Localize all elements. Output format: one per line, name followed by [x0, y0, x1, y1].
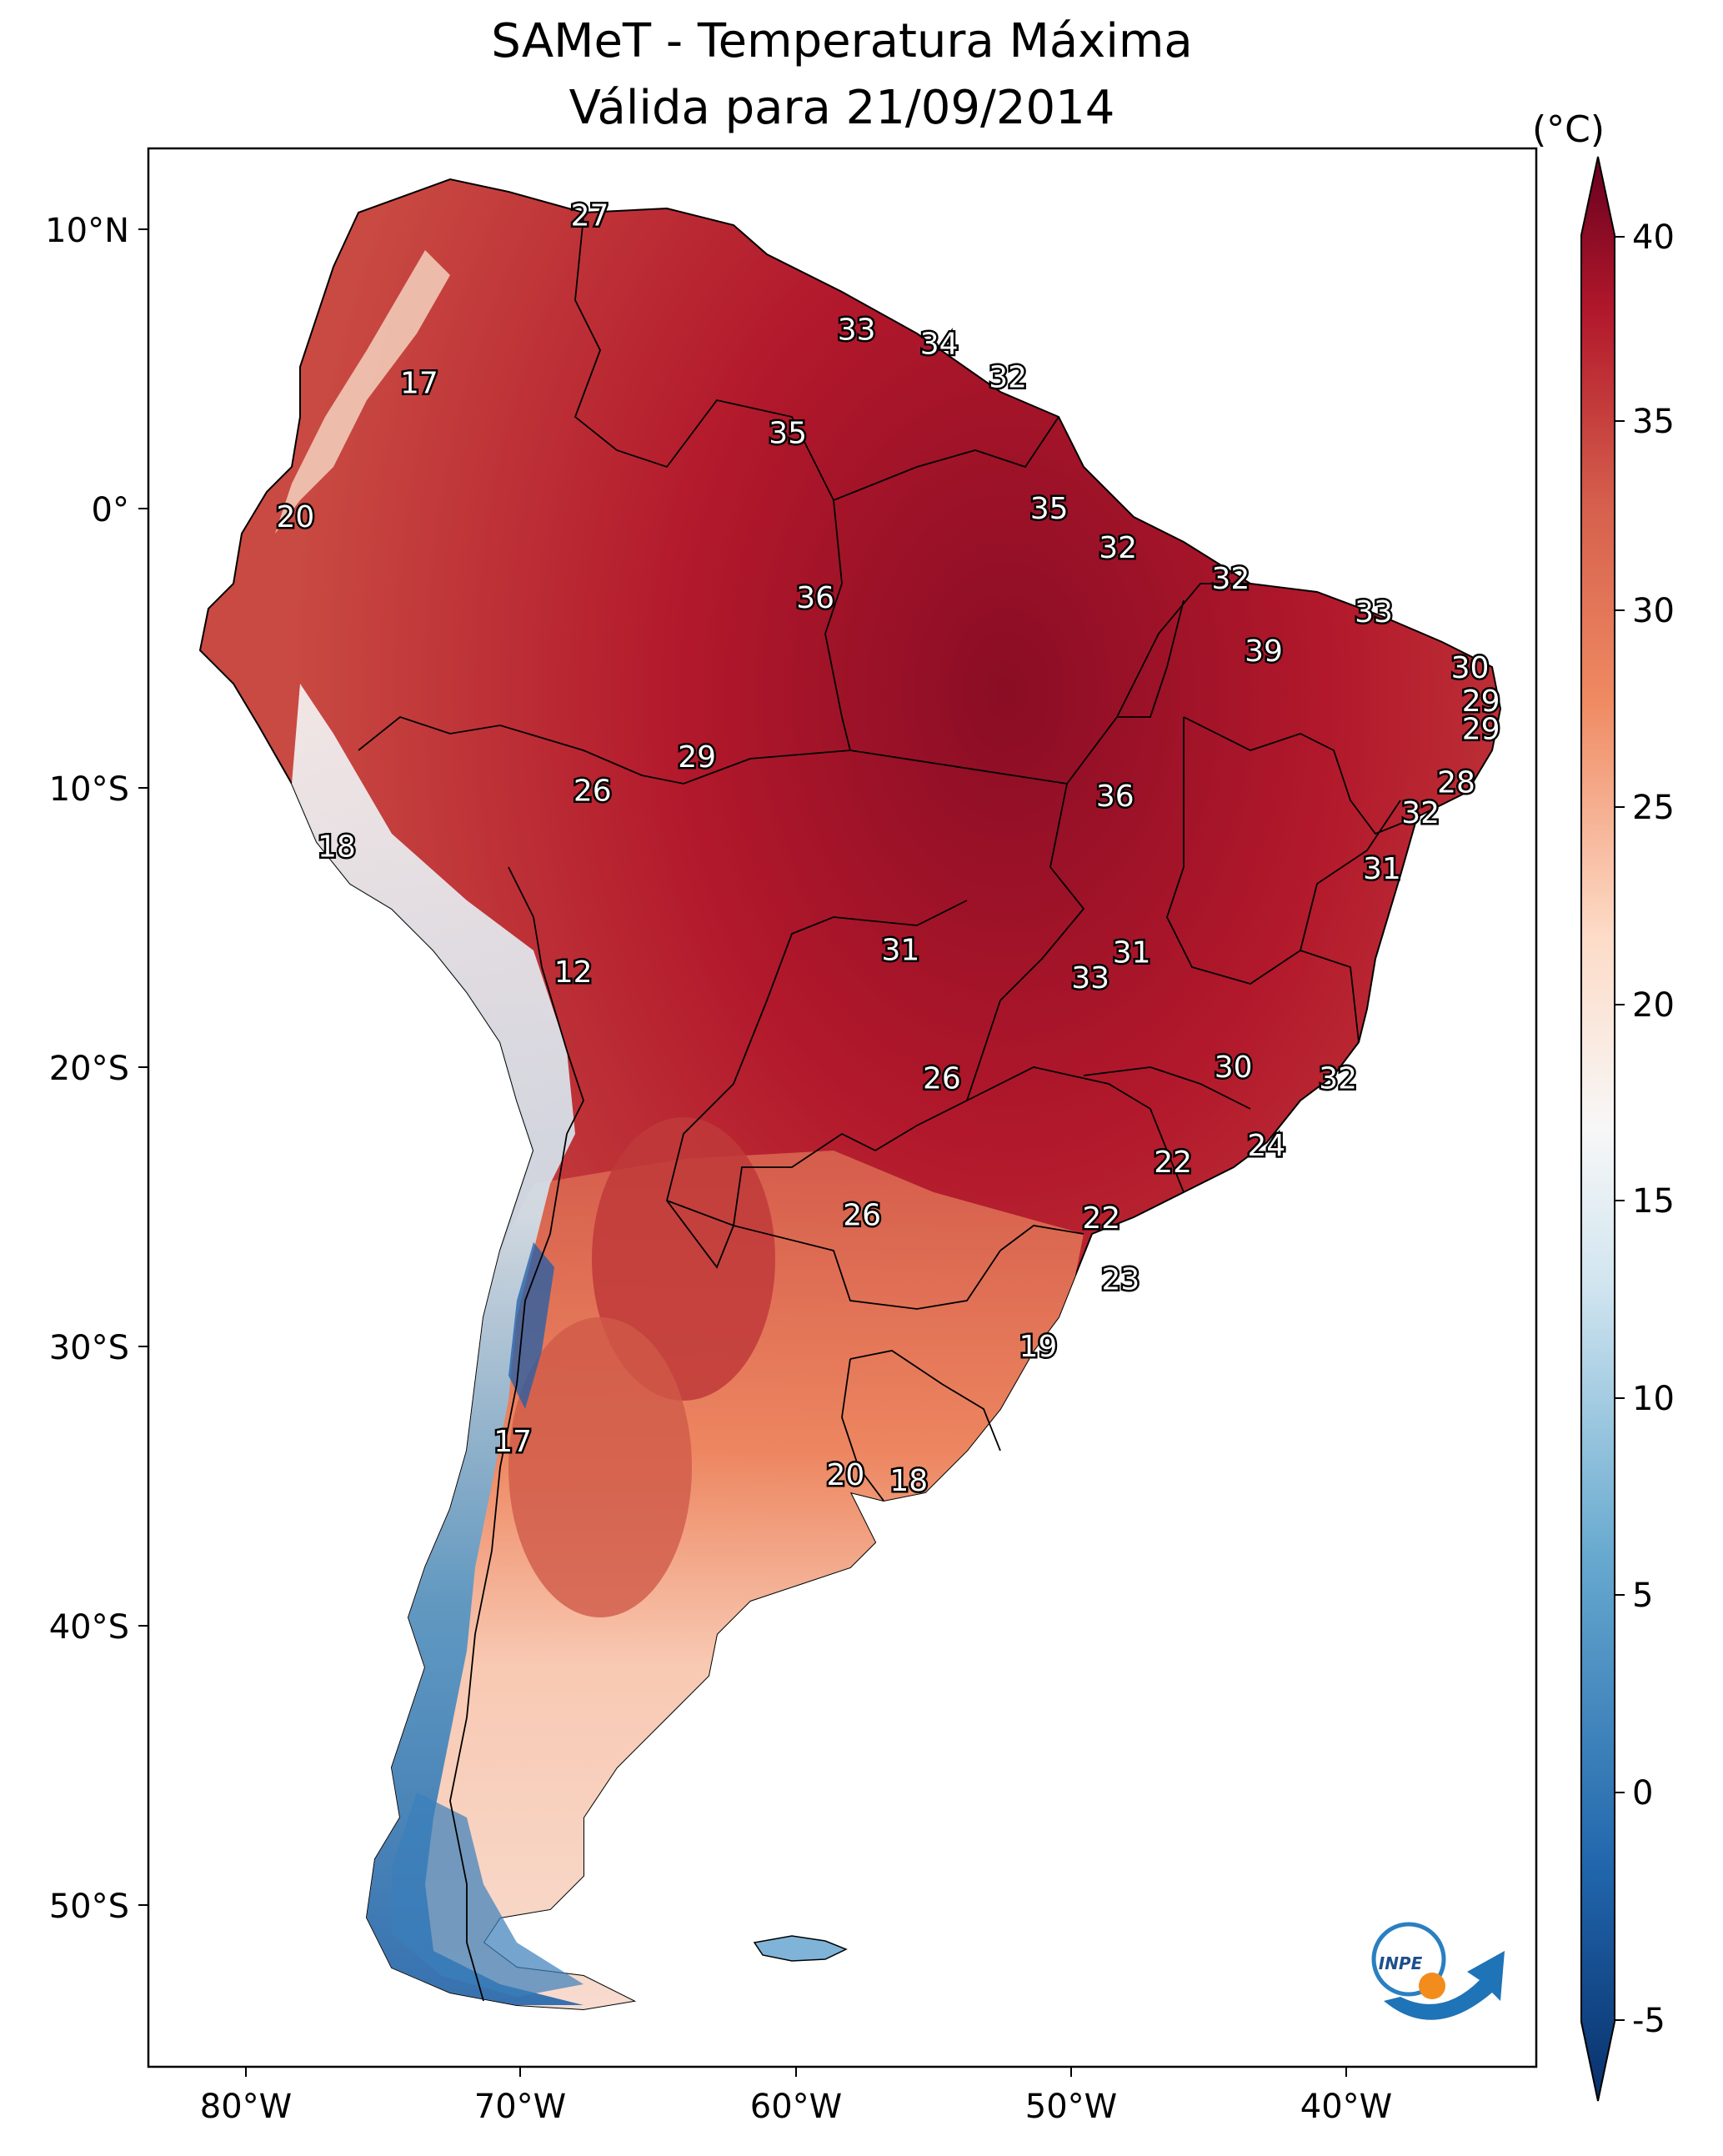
map-title-line2: Válida para 21/09/2014 [568, 81, 1115, 135]
station-temp-label: 32 [989, 361, 1027, 395]
station-temp-label: 33 [1071, 961, 1109, 995]
station-temp-label: 26 [923, 1061, 961, 1096]
map-title-line1: SAMeT - Temperatura Máxima [491, 14, 1193, 68]
colorbar-tick-label: -5 [1632, 2002, 1665, 2040]
colorbar-tick-label: 30 [1632, 592, 1675, 630]
station-temp-label: 32 [1211, 562, 1250, 596]
chaco-hot-zone [592, 1117, 775, 1401]
station-temp-label: 22 [1154, 1146, 1192, 1180]
colorbar: 40 35 30 25 20 15 10 5 0 -5 [1580, 156, 1675, 2102]
station-temp-label: 31 [1363, 852, 1401, 886]
x-tick-label: 40°W [1300, 2088, 1392, 2126]
station-temp-label: 39 [1245, 634, 1283, 669]
station-temp-label: 20 [276, 500, 314, 534]
station-temp-label: 26 [843, 1199, 881, 1233]
station-temp-label: 35 [1030, 492, 1069, 526]
northern-andes-cool [275, 250, 450, 534]
x-axis-labels: 80°W 70°W 60°W 50°W 40°W [200, 2088, 1392, 2126]
station-temp-label: 30 [1451, 651, 1490, 685]
land-layer [198, 178, 1502, 2011]
colorbar-tick-label: 10 [1632, 1380, 1675, 1418]
station-temp-label: 28 [1437, 765, 1475, 800]
patagonia-cold [392, 1792, 584, 1997]
station-temp-label: 26 [573, 774, 612, 808]
x-tick-label: 50°W [1025, 2088, 1117, 2126]
y-tick-label: 20°S [49, 1050, 129, 1088]
station-temp-label: 36 [1096, 780, 1134, 814]
station-temp-label: 29 [1462, 713, 1500, 747]
x-tick-label: 60°W [750, 2088, 842, 2126]
colorbar-unit: (°C) [1532, 108, 1605, 151]
x-tick-label: 80°W [200, 2088, 292, 2126]
colorbar-tick-label: 25 [1632, 789, 1675, 827]
station-temp-label: 17 [493, 1425, 532, 1459]
y-tick-label: 10°S [49, 770, 129, 809]
station-temp-label: 23 [1101, 1263, 1139, 1297]
station-temp-label: 17 [400, 366, 438, 400]
colorbar-tick-label: 20 [1632, 986, 1675, 1025]
colorbar-tick-label: 15 [1632, 1182, 1675, 1221]
station-temp-label: 12 [554, 955, 593, 990]
pampas-warm-zone [508, 1317, 692, 1617]
inpe-logo: INPE [1371, 1922, 1505, 2020]
station-temp-label: 22 [1082, 1201, 1120, 1236]
andes-cold-strip [292, 684, 584, 2005]
andes-deep-cold [508, 1242, 554, 1409]
y-tick-label: 30°S [49, 1329, 129, 1367]
station-temp-label: 19 [1019, 1330, 1057, 1364]
station-temp-label: 30 [1215, 1050, 1253, 1085]
x-axis-ticks [245, 2067, 1347, 2077]
y-tick-label: 0° [92, 491, 129, 529]
y-tick-label: 40°S [49, 1608, 129, 1647]
colorbar-ticks [1615, 236, 1625, 2021]
station-temp-label: 32 [1319, 1061, 1357, 1096]
colorbar-tick-label: 35 [1632, 403, 1675, 441]
station-temp-label: 36 [796, 581, 834, 615]
station-temp-label: 24 [1247, 1129, 1285, 1163]
station-temp-label: 31 [881, 933, 919, 967]
y-tick-label: 50°S [49, 1888, 129, 1926]
colorbar-tick-label: 40 [1632, 218, 1675, 257]
colorbar-body [1580, 156, 1615, 2102]
station-temp-label: 29 [1462, 684, 1500, 719]
country-borders [358, 216, 1418, 2002]
colorbar-tick-label: 0 [1632, 1774, 1653, 1813]
colorbar-tick-label: 5 [1632, 1577, 1653, 1615]
station-temp-label: 34 [920, 327, 959, 361]
station-temp-label: 35 [769, 417, 807, 451]
station-temp-label: 29 [678, 740, 716, 775]
y-axis-ticks [138, 228, 148, 1906]
svg-text:INPE: INPE [1379, 1953, 1423, 1973]
station-temp-label: 27 [571, 198, 609, 233]
station-temp-label: 33 [838, 313, 876, 348]
station-temp-label: 32 [1401, 796, 1440, 830]
station-temp-label: 18 [318, 830, 356, 864]
x-tick-label: 70°W [474, 2088, 566, 2126]
falkland-islands [753, 1935, 848, 1962]
y-axis-labels: 10°N 0° 10°S 20°S 30°S 40°S 50°S [45, 212, 129, 1926]
station-temp-label: 32 [1099, 531, 1137, 565]
station-temp-label: 33 [1355, 595, 1393, 629]
y-tick-label: 10°N [45, 212, 129, 250]
station-temp-label: 18 [889, 1464, 928, 1498]
station-temp-label: 31 [1113, 936, 1151, 970]
station-temp-label: 20 [826, 1458, 864, 1492]
